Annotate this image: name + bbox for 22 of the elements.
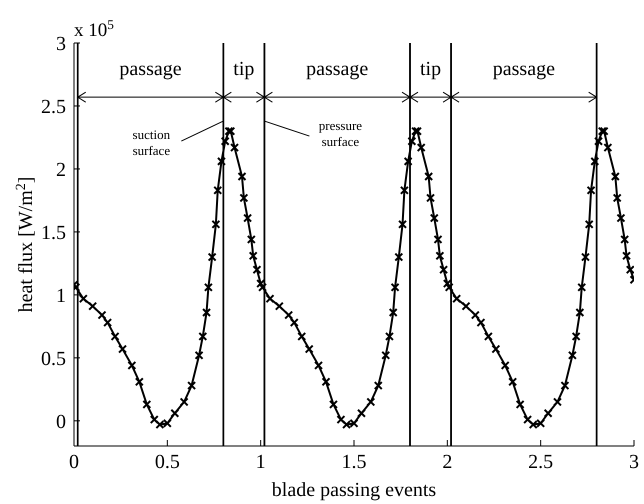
y-tick-label: 3 bbox=[56, 33, 66, 56]
y-tick-label: 1.5 bbox=[41, 222, 66, 244]
y-tick-label: 2 bbox=[56, 159, 66, 182]
y-tick-label: 0.5 bbox=[41, 348, 66, 370]
annotation: passage bbox=[306, 58, 368, 80]
y-tick-label: 2.5 bbox=[41, 96, 66, 118]
annotation: passage bbox=[119, 58, 182, 80]
x-axis-title: blade passing events bbox=[272, 479, 436, 501]
text: x 10$^{5}$ bbox=[74, 16, 114, 41]
x-tick-label: 1 bbox=[256, 451, 266, 474]
x-tick-label: 0.5 bbox=[154, 451, 180, 474]
y-tick-label: 0 bbox=[56, 410, 66, 433]
x-tick-label: 3 bbox=[629, 451, 639, 474]
annotation: passage bbox=[492, 58, 556, 80]
annotation: tip bbox=[233, 58, 254, 80]
y-tick-label: 1 bbox=[56, 284, 66, 307]
x-tick-label: 2 bbox=[442, 451, 452, 474]
annotation: suction surface bbox=[132, 127, 171, 158]
annotation: pressure surface bbox=[318, 118, 362, 150]
x-tick-label: 1.5 bbox=[342, 451, 366, 474]
x-tick-label: 2.5 bbox=[528, 451, 554, 474]
annotation: tip bbox=[420, 58, 442, 80]
